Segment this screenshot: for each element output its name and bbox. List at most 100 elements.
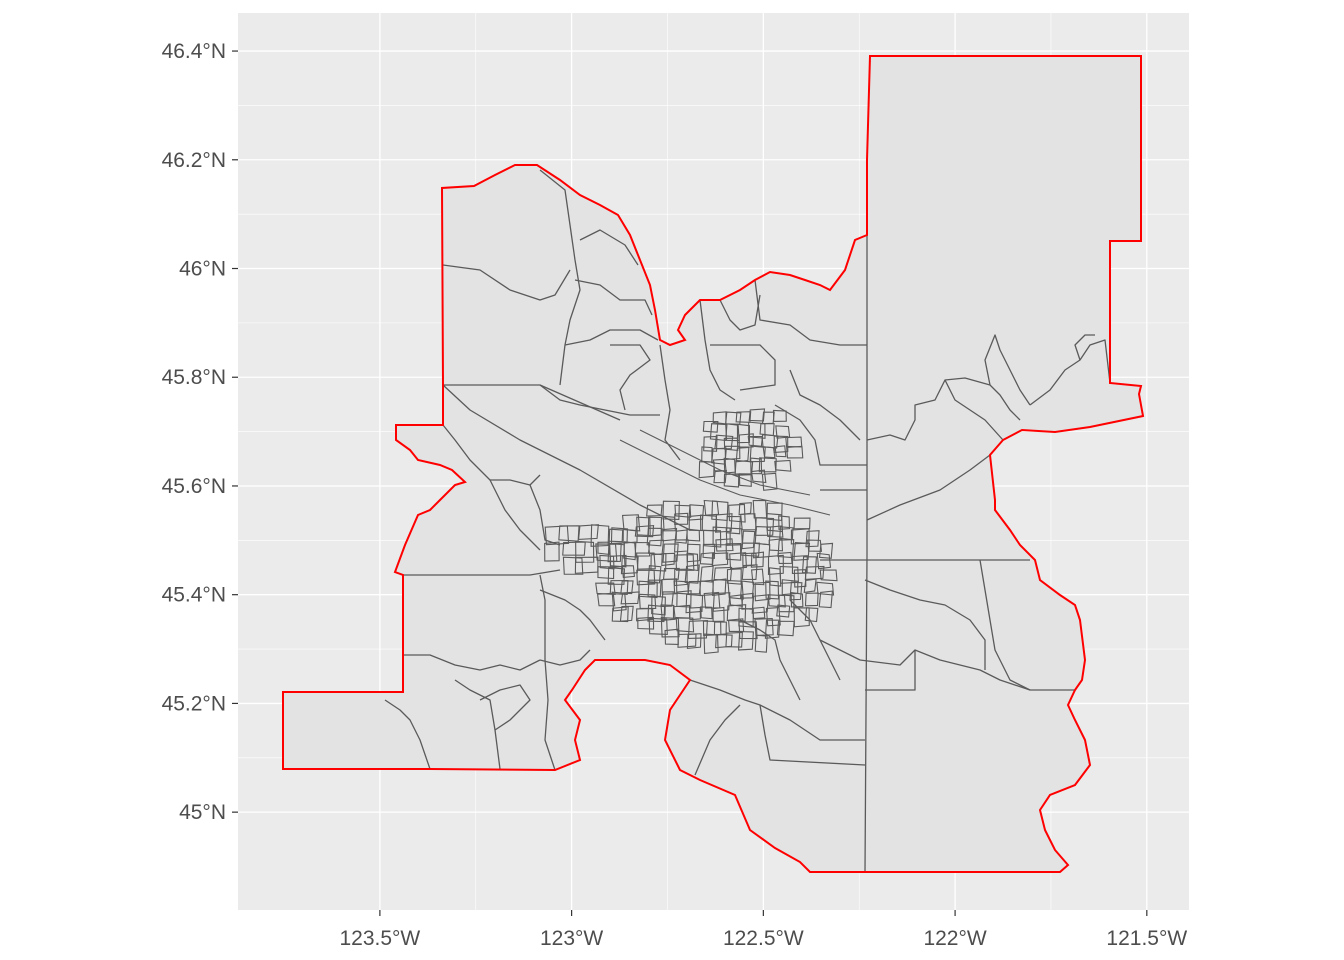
urban-tract — [760, 434, 779, 449]
urban-tract — [758, 457, 777, 473]
urban-tract — [662, 567, 680, 580]
urban-tract — [768, 567, 782, 587]
urban-tract — [662, 515, 676, 532]
urban-tract — [724, 445, 741, 460]
urban-tract — [638, 593, 657, 610]
urban-tract — [793, 569, 807, 588]
y-tick-label: 46°N — [179, 258, 226, 281]
urban-tract — [713, 621, 727, 636]
tract-line — [866, 377, 1021, 441]
urban-tract — [754, 617, 774, 637]
urban-tract — [703, 633, 719, 655]
region-fill — [283, 56, 1143, 872]
urban-tract — [778, 515, 791, 530]
urban-tract — [741, 564, 758, 580]
urban-tract — [725, 542, 742, 561]
urban-tract — [607, 566, 626, 585]
urban-tract — [793, 517, 811, 530]
urban-tract — [723, 473, 740, 488]
y-tick-label: 45°N — [179, 801, 226, 824]
urban-tract — [712, 592, 731, 612]
urban-tract — [610, 527, 628, 545]
region-boundary — [282, 55, 1145, 873]
tract-line — [490, 474, 541, 486]
urban-tract — [766, 525, 784, 538]
urban-tract — [801, 556, 818, 574]
urban-tract — [574, 556, 599, 574]
urban-tract — [686, 528, 701, 542]
urban-tract — [699, 579, 714, 597]
urban-tract — [651, 595, 666, 616]
urban-tract — [762, 446, 776, 459]
tract-line — [564, 329, 659, 346]
urban-tract — [774, 445, 787, 458]
urban-tract — [790, 591, 804, 608]
urban-tract — [646, 527, 663, 547]
tract-line — [694, 704, 741, 776]
urban-tract — [727, 579, 744, 600]
tract-line — [719, 294, 761, 331]
urban-tract — [773, 435, 789, 453]
y-tick-label: 46.4°N — [162, 40, 226, 63]
urban-tract — [772, 409, 787, 423]
urban-tract — [816, 581, 835, 596]
tract-line — [864, 160, 868, 873]
urban-tract — [620, 580, 634, 595]
urban-tract — [728, 503, 746, 523]
urban-tract — [750, 551, 765, 568]
tract-line — [819, 639, 916, 666]
urban-tract — [818, 542, 834, 559]
urban-tract — [647, 604, 666, 623]
tract-line — [699, 299, 736, 401]
urban-tract — [725, 631, 743, 648]
urban-tract — [752, 606, 766, 620]
urban-tract — [803, 578, 817, 594]
urban-tract — [674, 504, 692, 518]
urban-tract — [776, 620, 795, 637]
urban-tract — [674, 529, 688, 544]
tract-map — [282, 55, 1145, 873]
tract-line — [710, 344, 776, 391]
urban-tract — [748, 408, 766, 422]
urban-tract — [750, 469, 767, 484]
urban-tract — [686, 633, 702, 650]
urban-tract — [754, 517, 775, 536]
urban-tract — [764, 619, 781, 639]
urban-tract — [702, 543, 716, 559]
urban-tract — [661, 552, 676, 567]
urban-tract — [738, 607, 754, 628]
tract-line — [789, 599, 841, 681]
urban-tract — [674, 568, 688, 587]
x-tick-label: 123.5°W — [339, 927, 420, 950]
urban-tract — [804, 607, 819, 623]
y-tick-label: 45.8°N — [162, 366, 226, 389]
urban-tract — [620, 591, 640, 605]
tract-line — [759, 704, 866, 766]
urban-tract — [738, 502, 752, 516]
tract-line — [539, 589, 606, 641]
tract-line — [579, 229, 639, 266]
urban-tract — [806, 539, 823, 552]
x-tick-label: 122°W — [923, 927, 986, 950]
tract-line — [403, 654, 541, 671]
tract-line — [789, 369, 861, 441]
urban-tract — [789, 581, 803, 601]
urban-tract — [729, 552, 748, 570]
urban-tract — [675, 617, 695, 633]
urban-tract — [735, 446, 750, 463]
urban-tract — [689, 606, 701, 621]
tract-line — [659, 344, 681, 461]
tract-line — [610, 344, 651, 411]
urban-tract — [749, 445, 766, 463]
tract-line — [479, 684, 531, 731]
urban-tract — [754, 634, 768, 653]
urban-tract — [723, 437, 739, 452]
tract-line — [865, 649, 1075, 691]
urban-tract — [648, 617, 668, 635]
urban-tract — [737, 631, 754, 651]
urban-tract — [609, 542, 626, 568]
tract-line — [384, 699, 431, 770]
tract-line — [754, 279, 867, 346]
tract-line — [442, 264, 571, 301]
